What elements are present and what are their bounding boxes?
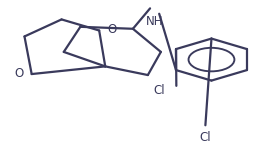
Text: O: O <box>107 23 116 36</box>
Text: NH: NH <box>146 15 164 28</box>
Text: Cl: Cl <box>200 131 211 144</box>
Text: O: O <box>14 67 23 80</box>
Text: Cl: Cl <box>154 84 165 97</box>
